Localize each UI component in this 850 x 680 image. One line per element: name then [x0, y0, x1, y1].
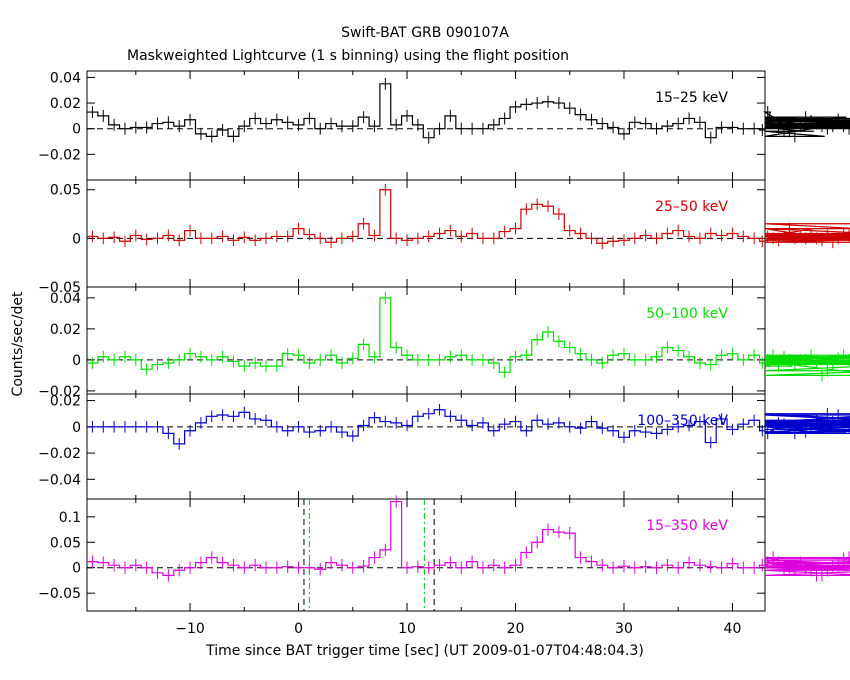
x-tick-label: 10 [398, 621, 416, 637]
y-tick-label: 0 [72, 561, 81, 577]
lightcurve-p5 [87, 500, 850, 576]
panel-frame-p1 [86, 70, 766, 181]
lightcurve-p1 [87, 83, 850, 139]
x-tick-label: −10 [175, 621, 205, 637]
panel-frame-p5 [86, 498, 766, 612]
y-tick-label: −0.02 [38, 446, 81, 462]
y-tick-label: −0.02 [38, 384, 81, 400]
y-tick-label: 0.1 [59, 510, 81, 526]
chart-subtitle: Maskweighted Lightcurve (1 s binning) us… [127, 48, 569, 64]
chart-title: Swift-BAT GRB 090107A [341, 25, 509, 41]
y-tick-label: 0.04 [50, 70, 81, 86]
y-tick-label: 0 [72, 420, 81, 436]
band-label-p1: 15–25 keV [655, 90, 728, 106]
lightcurve-p3 [87, 297, 850, 376]
y-tick-label: 0.02 [50, 96, 81, 112]
y-tick-label: −0.02 [38, 147, 81, 163]
y-tick-label: 0.05 [50, 535, 81, 551]
x-tick-label: 40 [724, 621, 742, 637]
y-tick-label: 0.05 [50, 183, 81, 199]
y-tick-label: 0.02 [50, 322, 81, 338]
lightcurve-p2 [87, 189, 850, 244]
x-tick-label: 0 [294, 621, 303, 637]
y-tick-label: 0 [72, 353, 81, 369]
band-label-p2: 25–50 keV [655, 199, 728, 215]
y-tick-label: −0.04 [38, 472, 81, 488]
y-tick-label: 0 [72, 122, 81, 138]
panel-frame-p3 [86, 286, 766, 395]
x-tick-label: 30 [615, 621, 633, 637]
band-label-p3: 50–100 keV [646, 306, 728, 322]
panel-frame-p4 [86, 393, 766, 500]
y-axis-label: Counts/sec/det [10, 291, 26, 396]
x-axis-label: Time since BAT trigger time [sec] (UT 20… [205, 643, 644, 659]
y-tick-label: 0.04 [50, 291, 81, 307]
y-tick-label: −0.05 [38, 586, 81, 602]
x-tick-label: 20 [507, 621, 525, 637]
y-tick-label: 0 [72, 231, 81, 247]
y-tick-label: 0.02 [50, 394, 81, 410]
y-tick-label: −0.05 [38, 280, 81, 296]
band-label-p4: 100–350 keV [637, 413, 728, 429]
panels-group: 0.04 0.02 0 −0.02 15–25 keV 0.05 0 −0.05 25–50 k… [38, 70, 850, 637]
band-label-p5: 15–350 keV [646, 518, 728, 534]
lightcurve-p4 [87, 409, 850, 445]
